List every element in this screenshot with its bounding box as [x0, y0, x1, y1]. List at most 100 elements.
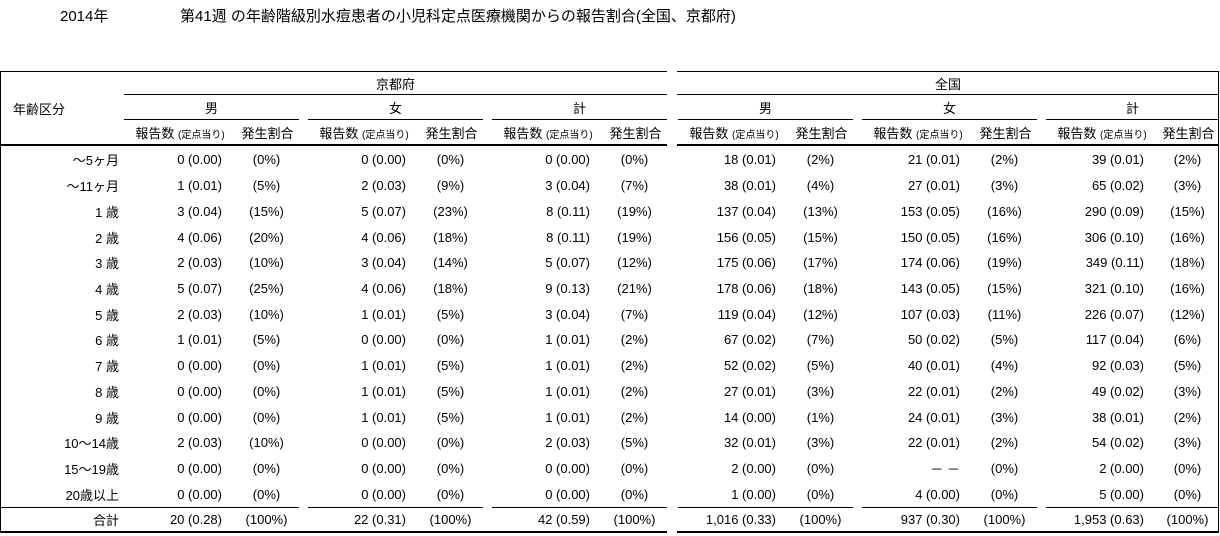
cell-report-count: 0 (0.00): [545, 486, 590, 502]
cell-percent: (0%): [990, 486, 1019, 502]
cell-percent: (16%): [987, 203, 1022, 219]
table-rule-line: [1046, 507, 1219, 508]
column-group: 2 (0.00) (0%): [678, 461, 853, 476]
table-rule-line: [0, 531, 667, 533]
cell-percent: (3%): [806, 383, 835, 399]
cell-report-count: 1 (0.01): [361, 409, 406, 425]
column-group: 5 (0.07) (23%): [308, 204, 483, 219]
table-row: 15～19歳 0 (0.00) (0%) 0 (0.00) (0%) 0 (0.00) (0…: [0, 456, 1220, 482]
column-group: 報告数 (定点当り) 発生割合: [308, 120, 483, 144]
column-group: 0 (0.00) (0%): [124, 461, 299, 476]
table-row: 10～14歳 2 (0.03) (10%) 0 (0.00) (0%) 2 (0.03) (…: [0, 430, 1220, 456]
cell-percent: (7%): [620, 306, 649, 322]
column-group: 3 (0.04) (14%): [308, 255, 483, 270]
cell-report-count: 1 (0.01): [545, 332, 590, 348]
column-group: 3 (0.04) (7%): [492, 307, 667, 322]
cell-percent: (23%): [433, 203, 468, 219]
region-header-row: 京都府 全国: [0, 72, 1220, 94]
cell-percent: (14%): [433, 255, 468, 271]
percent-header: 発生割合: [609, 125, 662, 141]
cell-report-count: 150 (0.05): [900, 229, 960, 245]
count-header-subnote: (定点当り): [731, 129, 779, 141]
cell-percent: (100%): [429, 512, 472, 527]
column-group: 1 (0.01) (5%): [124, 332, 299, 347]
column-group: 39 (0.01) (2%): [1046, 152, 1219, 167]
column-group: 0 (0.00) (0%): [124, 410, 299, 425]
count-header-subnote: (定点当り): [177, 129, 225, 141]
column-group: 50 (0.02) (5%): [862, 332, 1037, 347]
cell-report-count: 4 (0.00): [915, 486, 960, 502]
percent-header: 発生割合: [1162, 125, 1215, 141]
cell-percent: (2%): [806, 152, 835, 168]
cell-percent: (0%): [436, 486, 465, 502]
table-row: 20歳以上 0 (0.00) (0%) 0 (0.00) (0%) 0 (0.00) (0%…: [0, 481, 1220, 507]
cell-percent: (20%): [249, 229, 284, 245]
cell-report-count: 2 (0.03): [177, 255, 222, 271]
column-group: 1 (0.00) (0%): [678, 487, 853, 502]
cell-percent: (100%): [1166, 512, 1209, 527]
row-age-label: ～5ヶ月: [72, 153, 119, 169]
cell-report-count: 42 (0.59): [537, 512, 590, 527]
cell-report-count: 0 (0.00): [361, 152, 406, 168]
gender-header: 男: [204, 100, 218, 116]
cell-report-count: 50 (0.02): [907, 332, 960, 348]
column-group: 150 (0.05) (16%): [862, 230, 1037, 245]
cell-percent: (2%): [990, 435, 1019, 451]
cell-percent: (2%): [1173, 409, 1202, 425]
column-group: 3 (0.04) (7%): [492, 178, 667, 193]
cell-percent: (5%): [620, 435, 649, 451]
cell-report-count: 1 (0.01): [361, 358, 406, 374]
cell-percent: (5%): [436, 306, 465, 322]
cell-percent: (16%): [987, 229, 1022, 245]
cell-report-count: 65 (0.02): [1091, 178, 1144, 194]
column-group: 0 (0.00) (0%): [308, 435, 483, 450]
column-group: 174 (0.06) (19%): [862, 255, 1037, 270]
row-age-label: 3 歳: [95, 256, 119, 272]
cell-report-count: 175 (0.06): [716, 255, 776, 271]
cell-report-count: 2 (0.03): [361, 178, 406, 194]
table-rule-line: [0, 144, 667, 146]
cell-percent: (5%): [1173, 358, 1202, 374]
region-header-kyoto: 京都府: [375, 76, 415, 92]
cell-report-count: 5 (0.07): [177, 280, 222, 296]
gender-header-row: 男女計男女計: [0, 95, 1220, 119]
cell-percent: (15%): [803, 229, 838, 245]
column-group: 54 (0.02) (3%): [1046, 435, 1219, 450]
column-group: 女: [862, 95, 1037, 119]
column-group: 1 (0.01) (5%): [308, 307, 483, 322]
cell-percent: (1%): [806, 409, 835, 425]
table-rule-line: [0, 507, 299, 508]
cell-percent: (0%): [252, 460, 281, 476]
column-group: 14 (0.00) (1%): [678, 410, 853, 425]
cell-report-count: 67 (0.02): [723, 332, 776, 348]
table-rule-line: [308, 507, 483, 508]
column-group: 0 (0.00) (0%): [308, 461, 483, 476]
cell-percent: (15%): [249, 203, 284, 219]
table-row: 5 歳 2 (0.03) (10%) 1 (0.01) (5%) 3 (0.04) (7%)…: [0, 301, 1220, 327]
cell-percent: (0%): [1173, 460, 1202, 476]
table-rule-line: [862, 507, 1037, 508]
column-group: 22 (0.01) (2%): [862, 384, 1037, 399]
column-group: 32 (0.01) (3%): [678, 435, 853, 450]
table-row: 4 歳 5 (0.07) (25%) 4 (0.06) (18%) 9 (0.13) (21…: [0, 276, 1220, 302]
cell-percent: (19%): [617, 203, 652, 219]
row-age-label: 合計: [92, 513, 119, 528]
cell-percent: (5%): [436, 383, 465, 399]
cell-percent: (10%): [249, 435, 284, 451]
column-group: 0 (0.00) (0%): [492, 152, 667, 167]
column-group: 1 (0.01) (5%): [124, 178, 299, 193]
column-group: 4 (0.06) (20%): [124, 230, 299, 245]
cell-report-count: 4 (0.06): [361, 229, 406, 245]
column-group: 143 (0.05) (15%): [862, 281, 1037, 296]
cell-percent: (16%): [1170, 229, 1205, 245]
column-group: 報告数 (定点当り) 発生割合: [678, 120, 853, 144]
column-group: 0 (0.00) (0%): [124, 152, 299, 167]
percent-header: 発生割合: [979, 125, 1032, 141]
count-header-label: 報告数: [873, 125, 913, 141]
count-header: 報告数 (定点当り): [492, 123, 604, 142]
column-group: 2 (0.03) (10%): [124, 255, 299, 270]
cell-report-count: 92 (0.03): [1091, 358, 1144, 374]
cell-report-count: 0 (0.00): [177, 409, 222, 425]
cell-report-count: 1,953 (0.63): [1073, 512, 1144, 527]
